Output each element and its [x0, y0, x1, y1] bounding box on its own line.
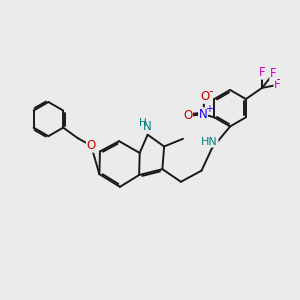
Text: F: F	[259, 66, 266, 79]
Text: H: H	[139, 118, 146, 128]
Text: O: O	[86, 139, 96, 152]
Text: O: O	[200, 90, 209, 103]
Text: +: +	[205, 104, 213, 114]
Text: F: F	[270, 67, 277, 80]
Text: O: O	[183, 109, 192, 122]
Text: F: F	[274, 78, 281, 92]
Text: HN: HN	[201, 137, 218, 147]
Text: -: -	[209, 85, 213, 98]
Text: N: N	[199, 108, 208, 121]
Text: N: N	[143, 120, 152, 133]
